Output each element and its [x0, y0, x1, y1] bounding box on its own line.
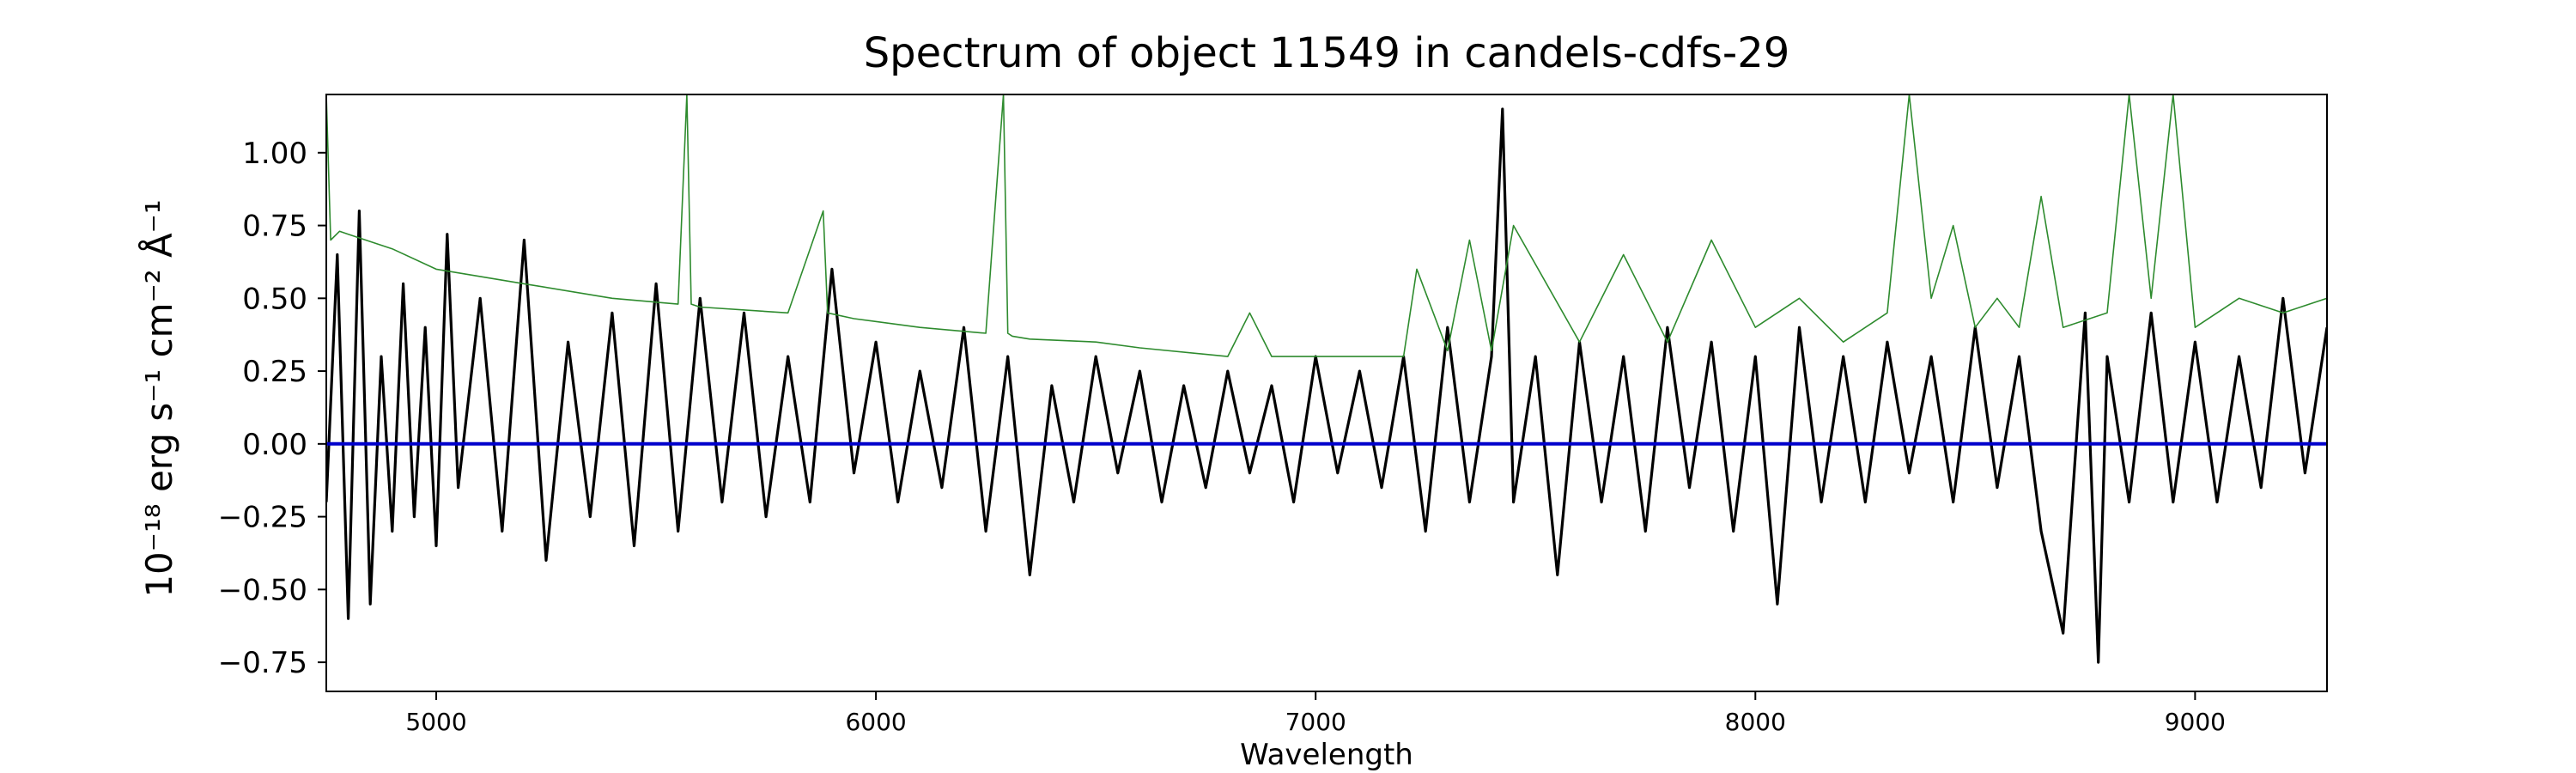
y-tick-label: 1.00 — [242, 137, 307, 171]
chart-title: Spectrum of object 11549 in candels-cdfs… — [864, 29, 1790, 77]
y-tick-label: 0.50 — [242, 282, 307, 316]
x-tick-label: 9000 — [2165, 708, 2226, 736]
y-tick-label: 0.00 — [242, 428, 307, 462]
y-tick-label: −0.75 — [218, 646, 307, 680]
plot-area — [326, 94, 2327, 664]
x-axis-label: Wavelength — [1240, 738, 1413, 772]
y-tick-label: −0.25 — [218, 501, 307, 535]
x-tick-label: 6000 — [845, 708, 906, 736]
error-series-line — [326, 94, 2327, 357]
x-tick-label: 5000 — [405, 708, 466, 736]
y-tick-label: −0.50 — [218, 573, 307, 607]
y-axis-label: 10⁻¹⁸ erg s⁻¹ cm⁻² Å⁻¹ — [137, 199, 180, 597]
plot-frame — [325, 94, 2328, 692]
y-tick-label: 0.25 — [242, 355, 307, 389]
y-tick-label: 0.75 — [242, 210, 307, 244]
x-tick-label: 7000 — [1285, 708, 1346, 736]
x-tick-label: 8000 — [1725, 708, 1786, 736]
axis-ticks: 5000 6000 7000 8000 9000 −0.75 −0.50 −0.25 0.00 0… — [218, 137, 2226, 736]
flux-series-line — [326, 107, 2327, 664]
